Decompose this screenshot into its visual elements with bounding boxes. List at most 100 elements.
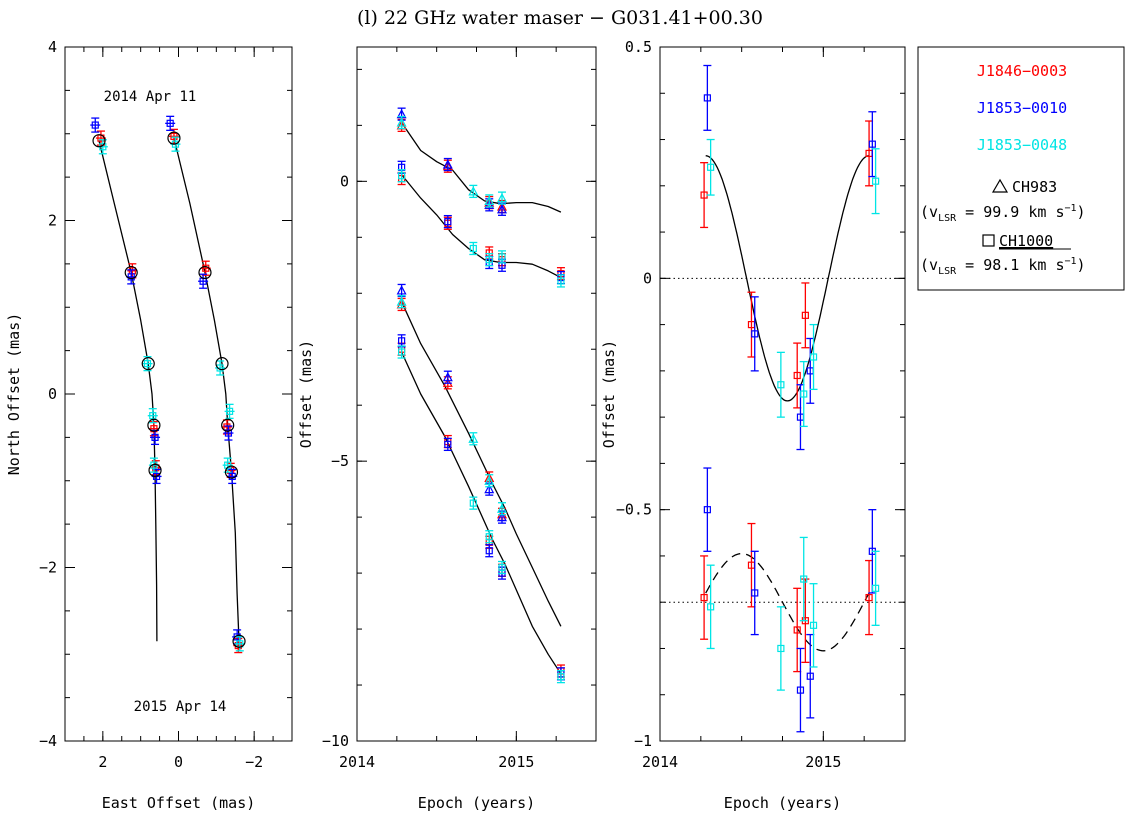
data-point-square bbox=[398, 337, 406, 345]
data-point-square bbox=[868, 140, 876, 148]
data-point-square bbox=[703, 94, 711, 102]
data-point-triangle bbox=[396, 117, 407, 127]
data-point-square bbox=[777, 644, 785, 653]
model-position-circle bbox=[232, 634, 246, 648]
parallax-fit-dashed bbox=[705, 552, 870, 652]
x-tick-label: 2014 bbox=[642, 753, 678, 771]
data-point-square bbox=[143, 360, 152, 368]
model-position-circle bbox=[167, 131, 181, 145]
data-point-square bbox=[793, 371, 801, 380]
figure-title: (l) 22 GHz water maser − G031.41+00.30 bbox=[357, 7, 763, 29]
data-point-triangle bbox=[496, 192, 507, 203]
legend-reference-3: J1853−0048 bbox=[977, 136, 1067, 154]
data-point-square bbox=[557, 673, 565, 681]
model-position-circle bbox=[141, 357, 155, 371]
y-tick-label: 0 bbox=[643, 269, 652, 287]
data-point-square bbox=[485, 533, 493, 541]
data-point-square bbox=[469, 244, 477, 253]
model-curve bbox=[401, 122, 562, 213]
data-point-square bbox=[485, 256, 493, 264]
legend-spot-1-name: CH983 bbox=[1012, 178, 1057, 196]
data-point-triangle bbox=[442, 159, 453, 169]
y-tick-label: −4 bbox=[39, 732, 57, 750]
data-point-square bbox=[777, 381, 785, 389]
data-point-square bbox=[751, 330, 759, 338]
data-point-square bbox=[224, 429, 233, 437]
y-tick-label: 4 bbox=[48, 38, 57, 56]
model-curve bbox=[401, 351, 562, 675]
legend-reference-1: J1846−0003 bbox=[977, 62, 1067, 80]
data-point-triangle bbox=[496, 511, 507, 522]
annotation-end-date: 2015 Apr 14 bbox=[134, 699, 227, 715]
x-axis-label: Epoch (years) bbox=[418, 794, 535, 812]
data-point-square bbox=[793, 626, 801, 634]
legend-reference-2: J1853−0010 bbox=[977, 99, 1067, 117]
data-point-triangle bbox=[396, 285, 407, 295]
x-tick-label: 2014 bbox=[339, 753, 375, 771]
y-axis-label: Offset (mas) bbox=[297, 340, 315, 448]
y-axis-label: North Offset (mas) bbox=[5, 313, 23, 476]
data-point-square bbox=[871, 177, 880, 185]
model-position-circle bbox=[92, 134, 106, 148]
x-axis-label: East Offset (mas) bbox=[102, 794, 256, 812]
x-tick-label: 2 bbox=[98, 753, 107, 771]
model-position-circle bbox=[124, 265, 138, 280]
data-point-triangle bbox=[484, 475, 495, 485]
data-point-triangle bbox=[442, 371, 453, 382]
data-point-triangle bbox=[484, 195, 495, 206]
data-point-square bbox=[700, 593, 708, 602]
data-point-square bbox=[806, 672, 814, 680]
y-tick-label: −0.5 bbox=[616, 501, 652, 519]
legend-square-icon bbox=[982, 234, 995, 247]
data-point-square bbox=[485, 547, 493, 555]
axes-frame bbox=[356, 46, 597, 742]
model-track bbox=[98, 140, 158, 642]
panel-parallax-residuals: 2014 2015 −1 −0.5 0 0.5 Epoch (years) Offset (m… bbox=[600, 38, 906, 812]
model-position-circle bbox=[224, 465, 239, 479]
y-tick-label: 0 bbox=[48, 385, 57, 403]
y-tick-label: 0 bbox=[340, 172, 349, 190]
x-tick-label: 2015 bbox=[498, 753, 534, 771]
x-axis-label: Epoch (years) bbox=[724, 794, 841, 812]
data-point-square bbox=[800, 390, 808, 398]
data-point-square bbox=[498, 563, 506, 572]
y-tick-label: 0.5 bbox=[625, 38, 652, 56]
legend-triangle-icon bbox=[991, 178, 1009, 193]
model-position-circle bbox=[147, 418, 161, 432]
y-tick-label: −5 bbox=[331, 452, 349, 470]
model-position-circle bbox=[148, 463, 162, 477]
legend-spot-2-name: CH1000 bbox=[999, 232, 1053, 250]
legend-spot-2-velocity: (vLSR = 98.1 km s−1) bbox=[920, 256, 1086, 277]
model-position-circle bbox=[215, 357, 229, 371]
data-point-square bbox=[149, 412, 157, 420]
data-point-square bbox=[225, 407, 234, 415]
data-point-triangle bbox=[496, 204, 507, 214]
data-point-square bbox=[703, 506, 711, 514]
data-point-square bbox=[166, 119, 174, 127]
legend-spot-1-velocity: (vLSR = 99.9 km s−1) bbox=[920, 203, 1086, 224]
data-point-square bbox=[170, 132, 178, 140]
data-point-square bbox=[809, 621, 818, 629]
data-point-triangle bbox=[496, 503, 507, 513]
data-point-square bbox=[498, 253, 506, 261]
parallax-fit-solid bbox=[705, 155, 870, 402]
data-point-square bbox=[127, 273, 135, 281]
model-position-circle bbox=[198, 265, 212, 280]
y-tick-label: −10 bbox=[322, 732, 349, 750]
axes-frame bbox=[659, 46, 906, 742]
data-point-square bbox=[557, 277, 565, 285]
legend-frame bbox=[917, 46, 1125, 291]
data-point-square bbox=[444, 440, 452, 448]
model-curve bbox=[401, 174, 562, 279]
model-track bbox=[173, 137, 240, 642]
data-point-square bbox=[707, 163, 715, 171]
y-tick-label: 2 bbox=[48, 212, 57, 230]
model-position-circle bbox=[221, 418, 235, 432]
data-point-square bbox=[800, 575, 808, 583]
data-point-square bbox=[865, 593, 873, 602]
data-point-square bbox=[809, 353, 818, 361]
x-tick-label: −2 bbox=[245, 753, 263, 771]
data-point-square bbox=[751, 589, 759, 597]
y-tick-label: −1 bbox=[634, 732, 652, 750]
